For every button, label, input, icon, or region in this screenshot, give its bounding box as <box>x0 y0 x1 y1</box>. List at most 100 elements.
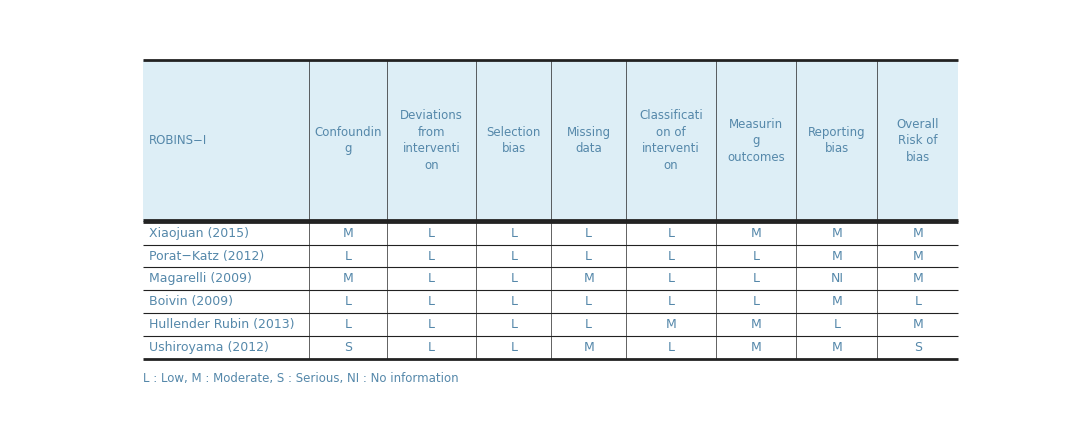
Bar <box>551 313 626 336</box>
Bar <box>797 244 877 267</box>
Bar <box>797 267 877 290</box>
Bar <box>626 336 715 359</box>
Text: L: L <box>429 250 435 263</box>
Bar <box>877 290 958 313</box>
Text: L: L <box>667 272 674 286</box>
Text: Xiaojuan (2015): Xiaojuan (2015) <box>149 227 249 240</box>
Bar <box>308 336 387 359</box>
Text: Missing
data: Missing data <box>567 126 611 156</box>
Text: L: L <box>585 227 592 240</box>
Text: Ushiroyama (2012): Ushiroyama (2012) <box>149 341 270 354</box>
Text: L: L <box>429 227 435 240</box>
Bar <box>715 60 797 221</box>
Text: L : Low, M : Moderate, S : Serious, NI : No information: L : Low, M : Moderate, S : Serious, NI :… <box>143 372 459 385</box>
Text: L: L <box>510 318 518 332</box>
Text: Hullender Rubin (2013): Hullender Rubin (2013) <box>149 318 294 332</box>
Bar <box>797 221 877 244</box>
Bar <box>143 244 308 267</box>
Bar <box>551 244 626 267</box>
Text: L: L <box>510 295 518 309</box>
Text: L: L <box>914 295 921 309</box>
Bar <box>626 290 715 313</box>
Text: Confoundin
g: Confoundin g <box>314 126 381 156</box>
Bar <box>877 244 958 267</box>
Text: M: M <box>831 227 842 240</box>
Bar <box>477 290 551 313</box>
Text: L: L <box>429 318 435 332</box>
Text: M: M <box>751 318 761 332</box>
Bar <box>877 60 958 221</box>
Text: L: L <box>667 341 674 354</box>
Bar <box>715 244 797 267</box>
Bar <box>308 244 387 267</box>
Text: L: L <box>429 295 435 309</box>
Bar <box>626 313 715 336</box>
Text: L: L <box>510 227 518 240</box>
Bar <box>477 313 551 336</box>
Text: Overall
Risk of
bias: Overall Risk of bias <box>897 118 939 164</box>
Bar <box>551 60 626 221</box>
Text: M: M <box>583 341 594 354</box>
Text: L: L <box>667 295 674 309</box>
Bar <box>308 290 387 313</box>
Bar <box>626 244 715 267</box>
Text: M: M <box>913 227 924 240</box>
Text: Selection
bias: Selection bias <box>487 126 541 156</box>
Text: L: L <box>753 250 759 263</box>
Bar <box>551 336 626 359</box>
Text: L: L <box>833 318 841 332</box>
Bar <box>877 267 958 290</box>
Text: L: L <box>667 250 674 263</box>
Text: Porat−Katz (2012): Porat−Katz (2012) <box>149 250 264 263</box>
Bar <box>308 267 387 290</box>
Text: L: L <box>667 227 674 240</box>
Text: L: L <box>585 250 592 263</box>
Bar <box>797 60 877 221</box>
Bar <box>477 221 551 244</box>
Bar <box>715 336 797 359</box>
Bar <box>797 290 877 313</box>
Bar <box>387 336 477 359</box>
Bar <box>387 290 477 313</box>
Bar <box>387 221 477 244</box>
Bar <box>715 290 797 313</box>
Text: Boivin (2009): Boivin (2009) <box>149 295 233 309</box>
Text: M: M <box>751 227 761 240</box>
Bar <box>477 336 551 359</box>
Text: L: L <box>510 250 518 263</box>
Text: L: L <box>345 318 351 332</box>
Bar <box>626 60 715 221</box>
Text: L: L <box>585 295 592 309</box>
Bar <box>143 313 308 336</box>
Bar <box>715 267 797 290</box>
Bar <box>551 290 626 313</box>
Bar <box>715 221 797 244</box>
Bar <box>877 221 958 244</box>
Text: L: L <box>510 341 518 354</box>
Bar <box>877 336 958 359</box>
Bar <box>626 267 715 290</box>
Text: S: S <box>914 341 921 354</box>
Text: NI: NI <box>830 272 843 286</box>
Bar <box>387 313 477 336</box>
Text: Deviations
from
interventi
on: Deviations from interventi on <box>401 110 463 172</box>
Bar <box>797 313 877 336</box>
Text: ROBINS−I: ROBINS−I <box>149 134 207 147</box>
Text: M: M <box>343 227 353 240</box>
Bar <box>551 221 626 244</box>
Text: L: L <box>753 295 759 309</box>
Text: Classificati
on of
interventi
on: Classificati on of interventi on <box>639 110 702 172</box>
Text: L: L <box>429 272 435 286</box>
Text: M: M <box>751 341 761 354</box>
Bar <box>143 267 308 290</box>
Text: Measurin
g
outcomes: Measurin g outcomes <box>727 118 785 164</box>
Text: L: L <box>345 250 351 263</box>
Text: M: M <box>831 295 842 309</box>
Text: M: M <box>666 318 677 332</box>
Bar <box>143 221 308 244</box>
Bar <box>877 313 958 336</box>
Text: Reporting
bias: Reporting bias <box>808 126 866 156</box>
Text: Magarelli (2009): Magarelli (2009) <box>149 272 252 286</box>
Bar <box>308 313 387 336</box>
Bar <box>308 221 387 244</box>
